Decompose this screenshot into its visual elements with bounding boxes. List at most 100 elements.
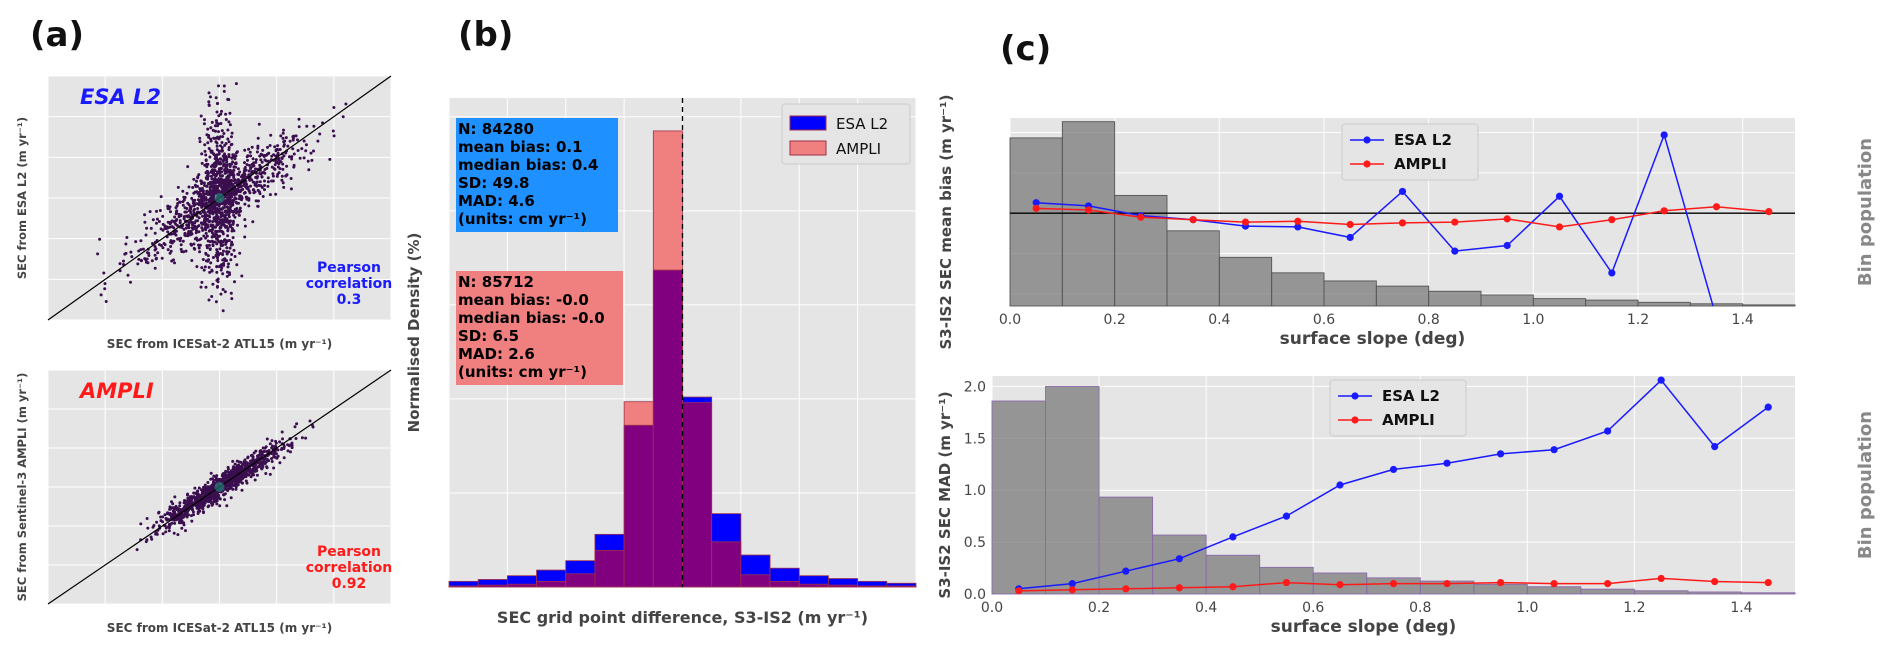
scatter-point — [221, 135, 225, 139]
scatter-point — [252, 451, 256, 455]
scatter-point — [344, 102, 348, 106]
panel-label-c: (c) — [1000, 29, 1051, 69]
scatter-point — [145, 226, 149, 230]
scatter-point — [175, 209, 179, 213]
scatter-point — [125, 236, 129, 239]
scatter-point — [252, 181, 256, 184]
bin-population-bar — [1580, 588, 1635, 595]
x-tick-label: 1.4 — [1730, 600, 1752, 616]
scatter-point — [229, 496, 233, 500]
scatter-point — [212, 216, 216, 220]
scatter-point — [163, 513, 167, 517]
bin-population-bar — [1532, 298, 1587, 307]
histogram-bar-overlap — [448, 585, 479, 588]
scatter-point — [209, 493, 213, 497]
scatter-point — [249, 459, 252, 463]
scatter-point — [178, 200, 182, 204]
scatter-point — [182, 250, 186, 254]
scatter-point — [206, 225, 210, 229]
scatter-point — [216, 256, 220, 260]
scatter-point — [199, 494, 203, 498]
scatter-point — [201, 258, 205, 261]
scatter-point — [209, 180, 213, 184]
scatter-point — [195, 214, 199, 218]
scatter-point — [254, 469, 258, 473]
scatter-point — [227, 202, 231, 206]
scatter-point — [219, 112, 223, 116]
bin-population-bar — [1218, 256, 1273, 307]
scatter-point — [227, 120, 231, 124]
scatter-point — [203, 118, 206, 122]
scatter-point — [239, 477, 243, 480]
legend-label: AMPLI — [836, 140, 881, 158]
scatter-point — [209, 95, 212, 99]
scatter-point — [181, 203, 185, 207]
scatter-point — [245, 468, 249, 472]
scatter-point — [164, 526, 168, 530]
scatter-point — [230, 135, 233, 139]
scatter-point — [254, 167, 257, 171]
y-right-axis-label: Bin population — [1855, 138, 1876, 286]
scatter-point — [198, 243, 202, 247]
scatter-point — [200, 161, 204, 165]
scatter-point — [143, 220, 147, 224]
scatter-point — [223, 209, 227, 213]
scatter-point — [197, 230, 201, 234]
scatter-point — [196, 207, 200, 210]
scatter-point — [242, 183, 246, 187]
scatter-point — [249, 475, 253, 479]
scatter-point — [216, 124, 220, 128]
scatter-point — [183, 215, 186, 219]
y-axis-label: Normalised Density (%) — [405, 233, 423, 433]
scatter-point — [227, 211, 230, 214]
scatter-point — [137, 257, 141, 261]
scatter-point — [218, 157, 222, 161]
scatter-point — [190, 196, 194, 200]
scatter-point — [204, 192, 208, 196]
scatter-point — [290, 155, 294, 159]
scatter-point — [305, 124, 309, 128]
scatter-point — [306, 159, 310, 163]
scatter-point — [202, 492, 206, 495]
scatter-point — [183, 499, 187, 503]
bin-population-bar — [1098, 496, 1154, 595]
scatter-point — [177, 212, 181, 216]
scatter-point — [229, 485, 232, 489]
scatter-point — [190, 243, 193, 247]
scatter-point — [289, 177, 293, 180]
scatter-point — [228, 162, 232, 166]
scatter-point — [102, 271, 106, 275]
scatter-point — [265, 465, 269, 469]
bin-population-bar — [1526, 586, 1582, 595]
scatter-point — [201, 202, 205, 206]
stats-line: N: 85712 — [458, 273, 534, 291]
legend: ESA L2 AMPLI — [781, 103, 911, 165]
scatter-point — [242, 191, 246, 195]
scatter-point — [295, 422, 299, 426]
scatter-point — [277, 156, 281, 160]
stats-line: (units: cm yr⁻¹) — [458, 363, 587, 381]
scatter-point — [186, 215, 190, 219]
y-tick-label: 0.0 — [964, 587, 986, 603]
scatter-point — [206, 214, 209, 218]
scatter-point — [228, 273, 231, 277]
scatter-point — [173, 261, 176, 265]
scatter-point — [220, 167, 223, 170]
scatter-point — [228, 165, 232, 168]
series-point — [1032, 199, 1040, 207]
scatter-point — [227, 98, 231, 102]
scatter-point — [296, 138, 299, 142]
legend-label: AMPLI — [1382, 411, 1435, 429]
scatter-point — [214, 119, 218, 123]
scatter-point — [149, 226, 153, 230]
bin-population-bar — [1689, 303, 1744, 307]
scatter-point — [227, 472, 231, 476]
scatter-point — [222, 84, 226, 88]
x-tick-label: 0.4 — [1195, 600, 1217, 616]
scatter-point — [215, 265, 219, 268]
scatter-point — [177, 237, 180, 241]
scatter-point — [217, 221, 220, 225]
scatter-point — [154, 531, 158, 535]
scatter-point — [219, 122, 223, 125]
scatter-point — [245, 182, 249, 186]
